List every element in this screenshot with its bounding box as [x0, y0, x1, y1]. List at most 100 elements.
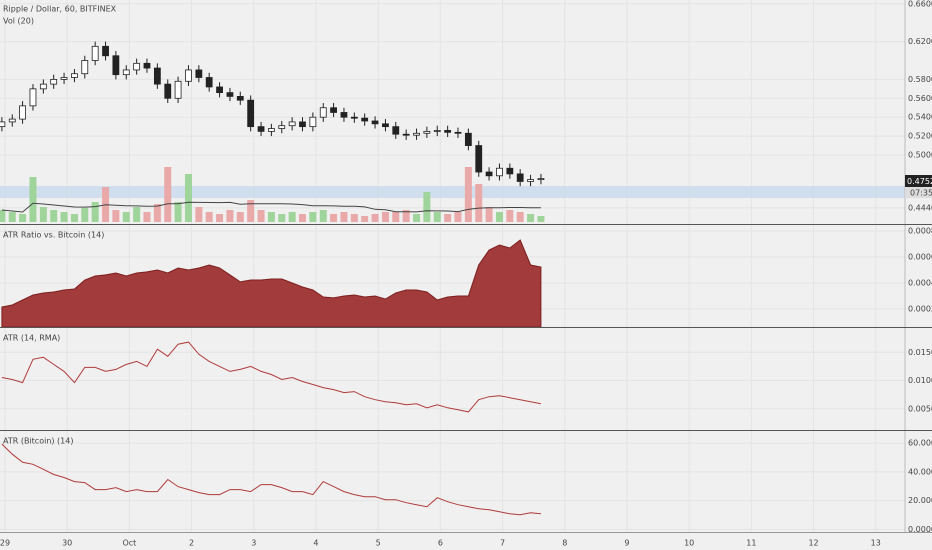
y-tick-label: 0.66000: [908, 0, 932, 8]
volume-bar: [133, 207, 141, 222]
volume-bar: [402, 210, 410, 222]
x-tick-label: 5: [376, 539, 381, 548]
time-label: 07:35: [910, 189, 932, 198]
volume-bar: [247, 200, 255, 222]
volume-bar: [267, 212, 275, 222]
candle-body: [267, 128, 275, 132]
candle-body: [402, 133, 410, 136]
candle-body: [361, 117, 369, 122]
volume-bar: [298, 214, 306, 222]
candle-body: [164, 83, 172, 99]
candle-body: [174, 80, 182, 99]
candle-body: [226, 92, 234, 97]
candle-body: [496, 167, 503, 177]
volume-title: Vol (20): [3, 17, 34, 26]
volume-bar: [257, 210, 265, 222]
volume-bar: [112, 210, 120, 222]
volume-bar: [143, 212, 151, 222]
x-tick-label: 8: [562, 539, 567, 548]
volume-bar: [506, 210, 514, 222]
volume-bar: [19, 214, 27, 222]
candle-body: [216, 86, 223, 94]
volume-bar: [205, 212, 213, 222]
volume-ma: [1, 201, 541, 213]
volume-bar: [81, 208, 89, 222]
candle-body: [205, 77, 213, 88]
x-tick-label: 12: [808, 539, 818, 548]
candle-body: [236, 96, 244, 101]
x-tick-label: 9: [624, 539, 629, 548]
volume-bar: [537, 216, 545, 222]
candle-body: [330, 107, 337, 113]
y-tick-label: 0.54000: [908, 113, 932, 122]
candle-body: [19, 105, 26, 120]
candle-body: [102, 45, 109, 57]
price-label-box: [905, 175, 932, 187]
y-tick-label: 0.52000: [908, 132, 932, 141]
volume-bar: [516, 212, 524, 222]
x-tick-label: 7: [500, 539, 505, 548]
line: [1, 341, 541, 413]
pane-title: ATR Ratio vs. Bitcoin (14): [3, 231, 104, 240]
candle-body: [195, 69, 203, 78]
x-tick-label: 6: [438, 539, 443, 548]
candle-body: [153, 67, 161, 85]
volume-bar: [413, 214, 421, 222]
time-label-box: [905, 187, 932, 198]
volume-bar: [164, 167, 172, 222]
candle-body: [288, 121, 296, 127]
candle-body: [71, 73, 78, 78]
volume-bar: [330, 214, 338, 222]
candle-body: [464, 132, 472, 146]
x-tick-label: 11: [746, 539, 756, 548]
pane-title: ATR (Bitcoin) (14): [3, 437, 73, 446]
volume-bar: [527, 214, 535, 222]
volume-bar: [319, 210, 327, 222]
candle-body: [122, 69, 130, 76]
volume-bar: [226, 210, 234, 222]
candle-body: [423, 130, 431, 134]
candle-body: [444, 130, 452, 133]
y-tick-label: 0.50000: [908, 151, 932, 160]
candle-body: [91, 45, 99, 61]
x-tick-label: 13: [871, 539, 881, 548]
volume-bar: [29, 177, 37, 222]
volume-bar: [8, 212, 16, 222]
candle-body: [29, 88, 37, 107]
y-tick-label: 0.44400: [908, 203, 932, 212]
volume-bar: [153, 204, 161, 222]
x-tick-label: 3: [251, 539, 256, 548]
volume-bar: [361, 216, 369, 222]
volume-bar: [392, 212, 400, 222]
y-tick-label: 0.0050: [908, 404, 932, 413]
candle-body: [60, 77, 68, 80]
x-tick-label: 30: [62, 539, 72, 548]
candle-body: [319, 107, 327, 118]
volume-bar: [350, 214, 358, 222]
candle-body: [81, 60, 89, 75]
y-tick-label: 0.62000: [908, 37, 932, 46]
y-tick-label: 0.56000: [908, 94, 932, 103]
candle-body: [454, 131, 462, 134]
volume-bar: [70, 214, 78, 222]
volume-bar: [444, 214, 452, 222]
candle-body: [143, 62, 151, 69]
volume-bar: [381, 212, 389, 222]
area: [1, 239, 542, 328]
x-tick-label: 29: [0, 539, 10, 548]
volume-bar: [495, 212, 503, 222]
volume-bar: [340, 212, 348, 222]
highlight-band: [0, 186, 905, 198]
candle-body: [278, 125, 286, 129]
candle-body: [537, 178, 545, 181]
y-tick-label: 0.0008: [908, 226, 932, 235]
y-tick-label: 0.0004: [908, 278, 932, 287]
volume-bar: [475, 184, 483, 222]
candle-body: [133, 62, 141, 71]
volume-bar: [0, 210, 6, 222]
